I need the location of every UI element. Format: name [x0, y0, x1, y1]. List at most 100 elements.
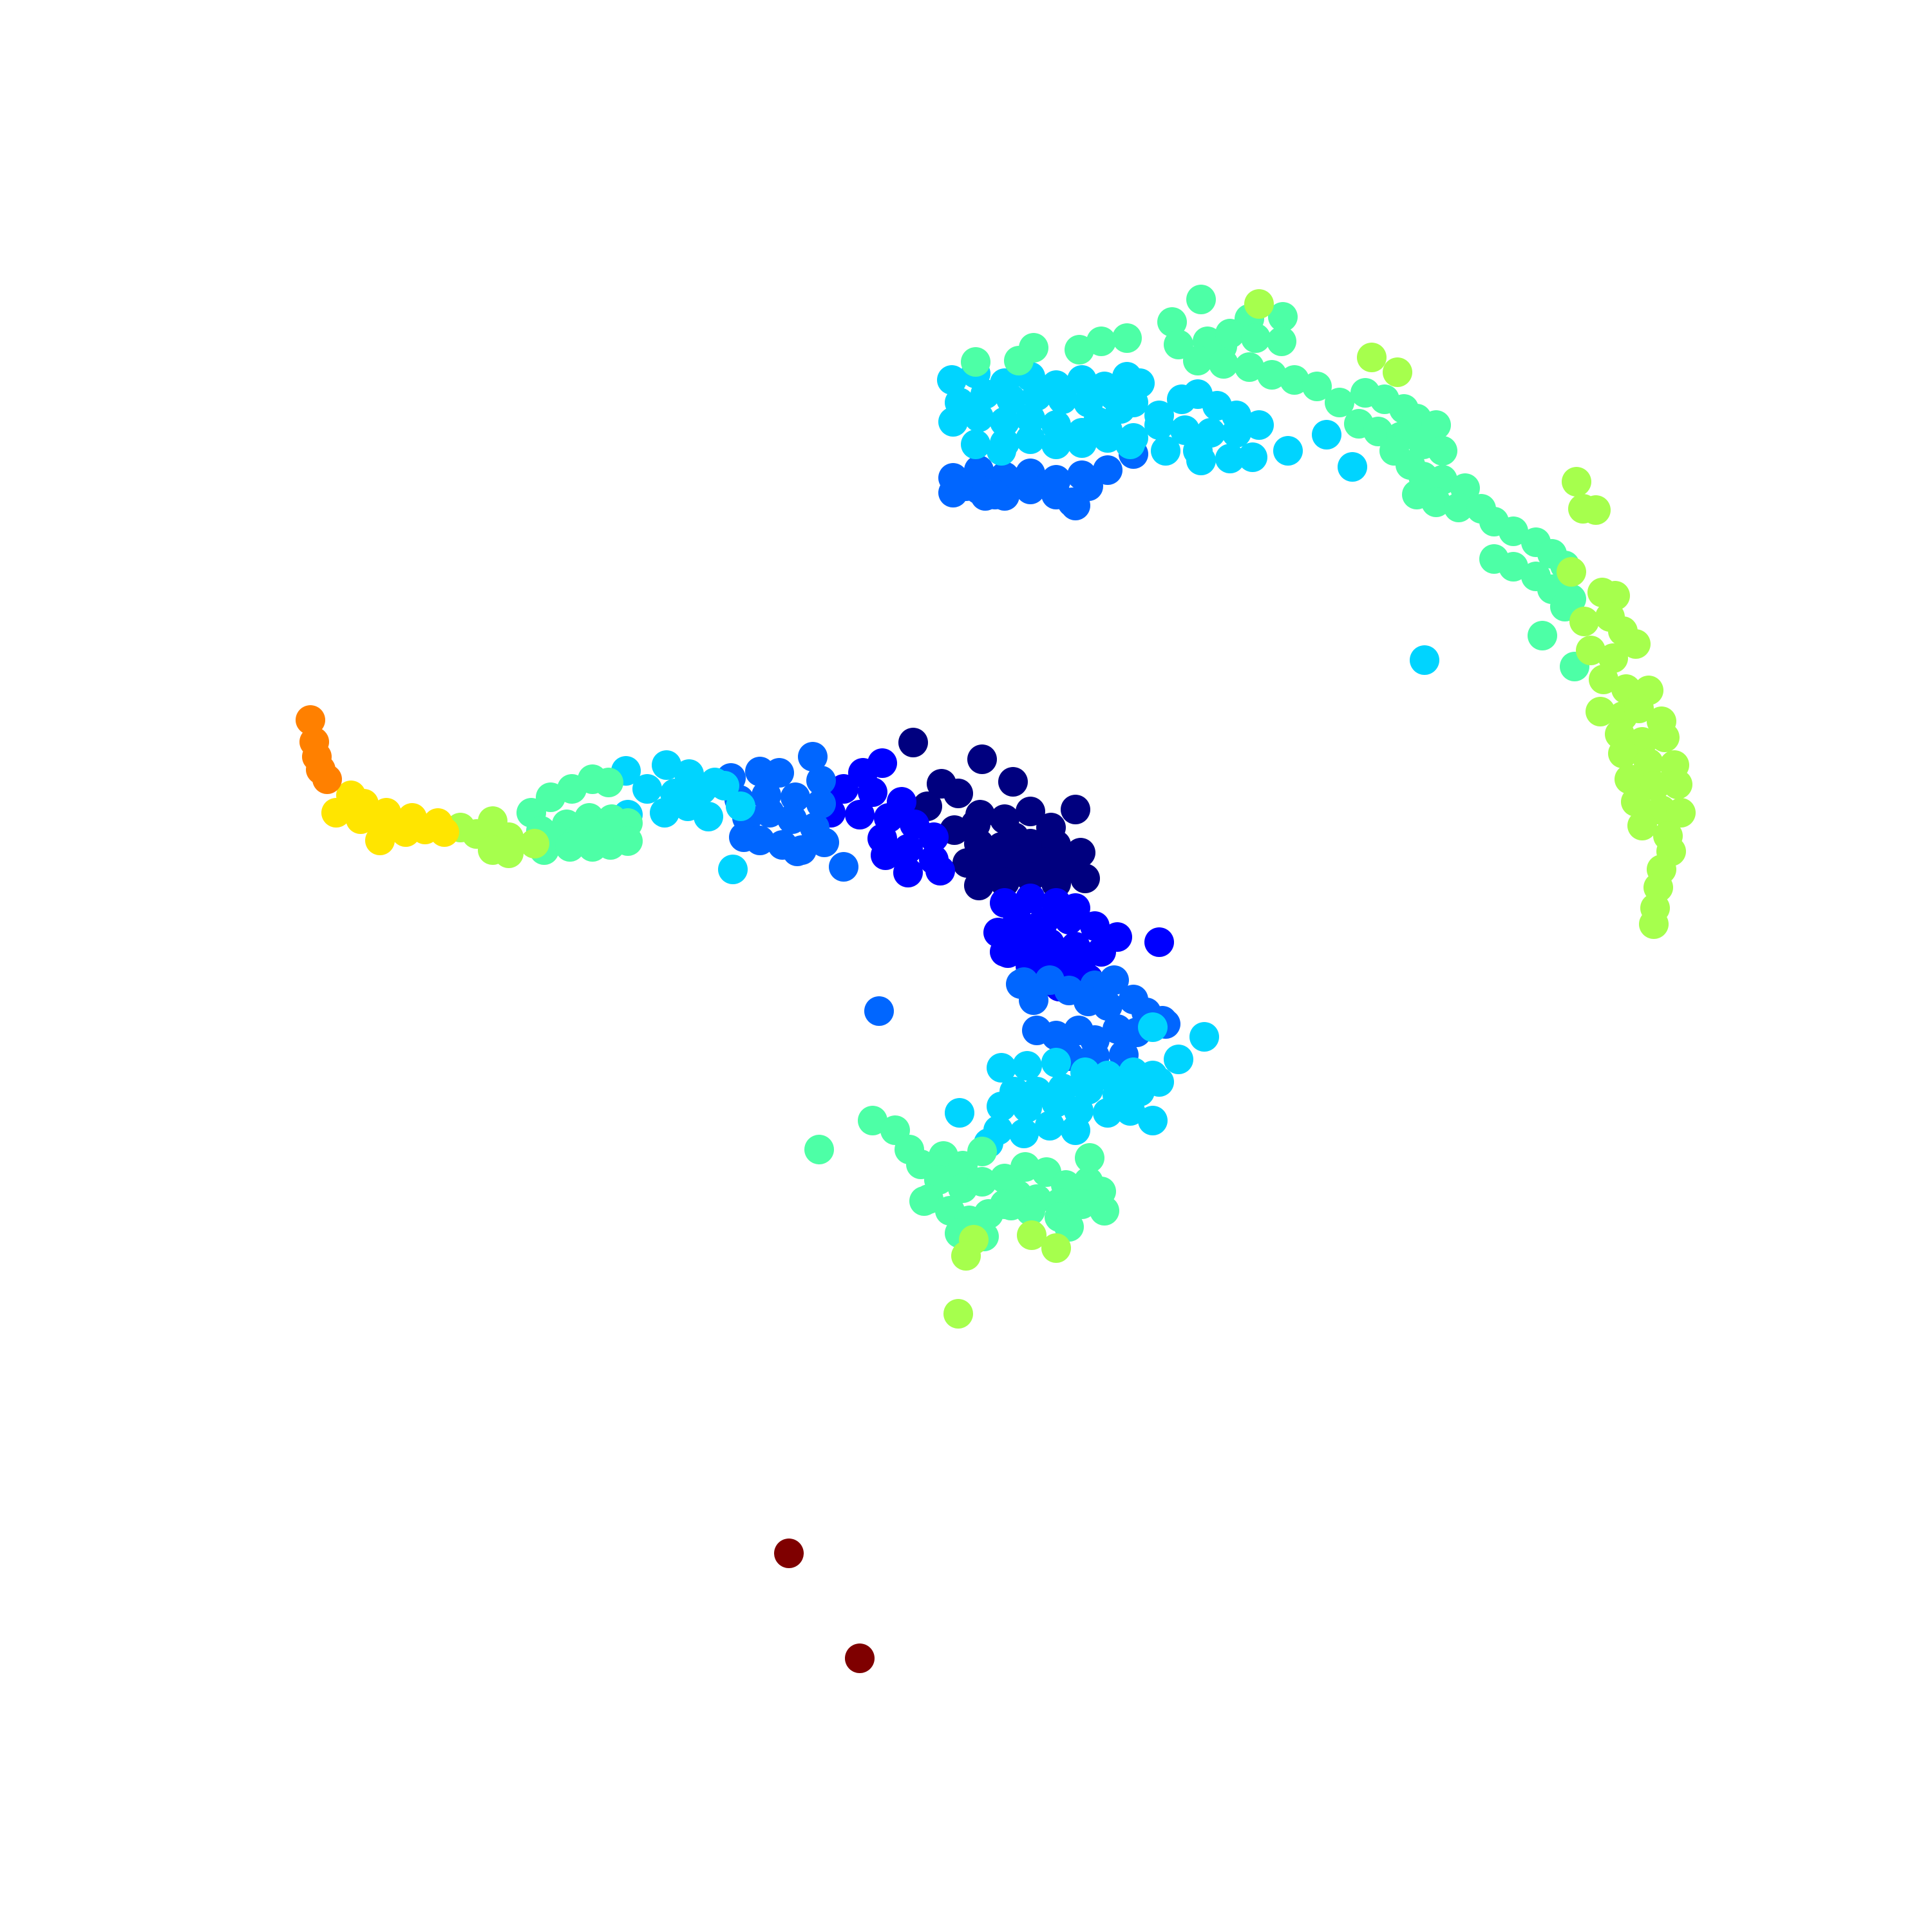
- data-point: [650, 798, 679, 828]
- data-point: [1562, 467, 1591, 497]
- data-point: [1041, 1088, 1071, 1117]
- data-point: [943, 779, 973, 808]
- data-point: [1041, 430, 1071, 459]
- data-point: [1312, 420, 1341, 450]
- data-point: [810, 828, 839, 857]
- data-point: [938, 407, 968, 437]
- data-point: [718, 855, 748, 884]
- data-point: [1006, 467, 1036, 497]
- data-point: [1238, 442, 1267, 472]
- data-point: [996, 384, 1026, 414]
- data-point: [632, 774, 662, 804]
- data-point: [1041, 1048, 1071, 1077]
- data-point: [1041, 1233, 1071, 1263]
- data-point: [798, 742, 828, 772]
- data-point: [1209, 349, 1238, 379]
- data-point: [1019, 985, 1048, 1015]
- data-point: [1586, 697, 1615, 726]
- data-point: [745, 826, 775, 855]
- data-point: [1608, 739, 1638, 768]
- data-point: [964, 402, 994, 432]
- data-point: [1080, 911, 1110, 941]
- data-point: [1268, 302, 1298, 332]
- data-point: [845, 1643, 875, 1673]
- data-point: [925, 856, 955, 886]
- data-point: [1054, 905, 1084, 934]
- data-point: [898, 728, 928, 757]
- data-point: [937, 365, 967, 395]
- data-point: [1144, 1067, 1174, 1097]
- data-point: [1112, 323, 1142, 353]
- data-point: [1144, 927, 1174, 957]
- data-point: [806, 789, 836, 819]
- data-point: [951, 1241, 981, 1271]
- data-point: [987, 1092, 1016, 1121]
- data-point: [1012, 1093, 1042, 1122]
- data-point: [1222, 418, 1251, 448]
- data-point: [1421, 488, 1451, 517]
- data-point: [1383, 357, 1412, 387]
- data-point: [993, 938, 1023, 968]
- data-point: [1589, 665, 1618, 694]
- data-point: [1061, 491, 1090, 520]
- data-point: [1016, 404, 1045, 433]
- data-point: [961, 430, 990, 459]
- data-point: [710, 771, 739, 800]
- data-point: [1103, 922, 1132, 952]
- data-point: [1235, 352, 1264, 382]
- data-point: [1016, 797, 1045, 826]
- data-point: [1183, 436, 1213, 466]
- data-point: [1428, 465, 1457, 495]
- data-point: [987, 1053, 1016, 1083]
- data-point: [845, 800, 875, 829]
- data-point: [520, 829, 549, 858]
- data-point: [1138, 1012, 1168, 1042]
- data-point: [867, 748, 897, 778]
- data-point: [1061, 795, 1090, 824]
- data-point: [1157, 307, 1187, 337]
- data-point: [1410, 645, 1439, 675]
- data-point: [1241, 323, 1271, 353]
- data-point: [971, 379, 1000, 409]
- data-point: [1061, 1115, 1090, 1145]
- data-point: [987, 436, 1016, 466]
- data-point: [1090, 1196, 1119, 1226]
- data-point: [1273, 436, 1303, 466]
- data-point: [952, 848, 982, 878]
- data-point: [1048, 384, 1077, 414]
- data-point: [919, 822, 949, 852]
- data-point: [806, 766, 836, 795]
- data-point: [1106, 394, 1135, 424]
- data-point: [755, 798, 784, 828]
- data-point: [613, 826, 643, 856]
- data-point: [1067, 1189, 1097, 1219]
- data-point: [1093, 1098, 1122, 1128]
- data-point: [1035, 1111, 1065, 1141]
- data-point: [829, 774, 858, 804]
- data-point: [1115, 1096, 1145, 1126]
- data-point: [858, 777, 887, 807]
- data-point: [1093, 991, 1122, 1021]
- data-point: [864, 996, 894, 1026]
- data-point: [998, 767, 1028, 797]
- data-point: [365, 826, 395, 855]
- data-point: [967, 744, 997, 774]
- data-points: [296, 285, 1696, 1673]
- data-point: [774, 1539, 804, 1568]
- data-point: [1557, 584, 1586, 614]
- data-point: [1183, 346, 1213, 375]
- data-point: [494, 838, 524, 868]
- data-point: [1499, 516, 1528, 546]
- data-point: [1138, 1106, 1168, 1135]
- data-point: [781, 782, 810, 812]
- data-point: [782, 837, 812, 866]
- data-point: [945, 1098, 974, 1128]
- data-point: [1012, 1051, 1042, 1081]
- data-point: [321, 798, 351, 828]
- data-point: [1067, 428, 1097, 458]
- data-point: [594, 768, 623, 797]
- data-point: [1280, 365, 1309, 395]
- data-point: [1325, 388, 1354, 417]
- data-point: [1022, 381, 1052, 411]
